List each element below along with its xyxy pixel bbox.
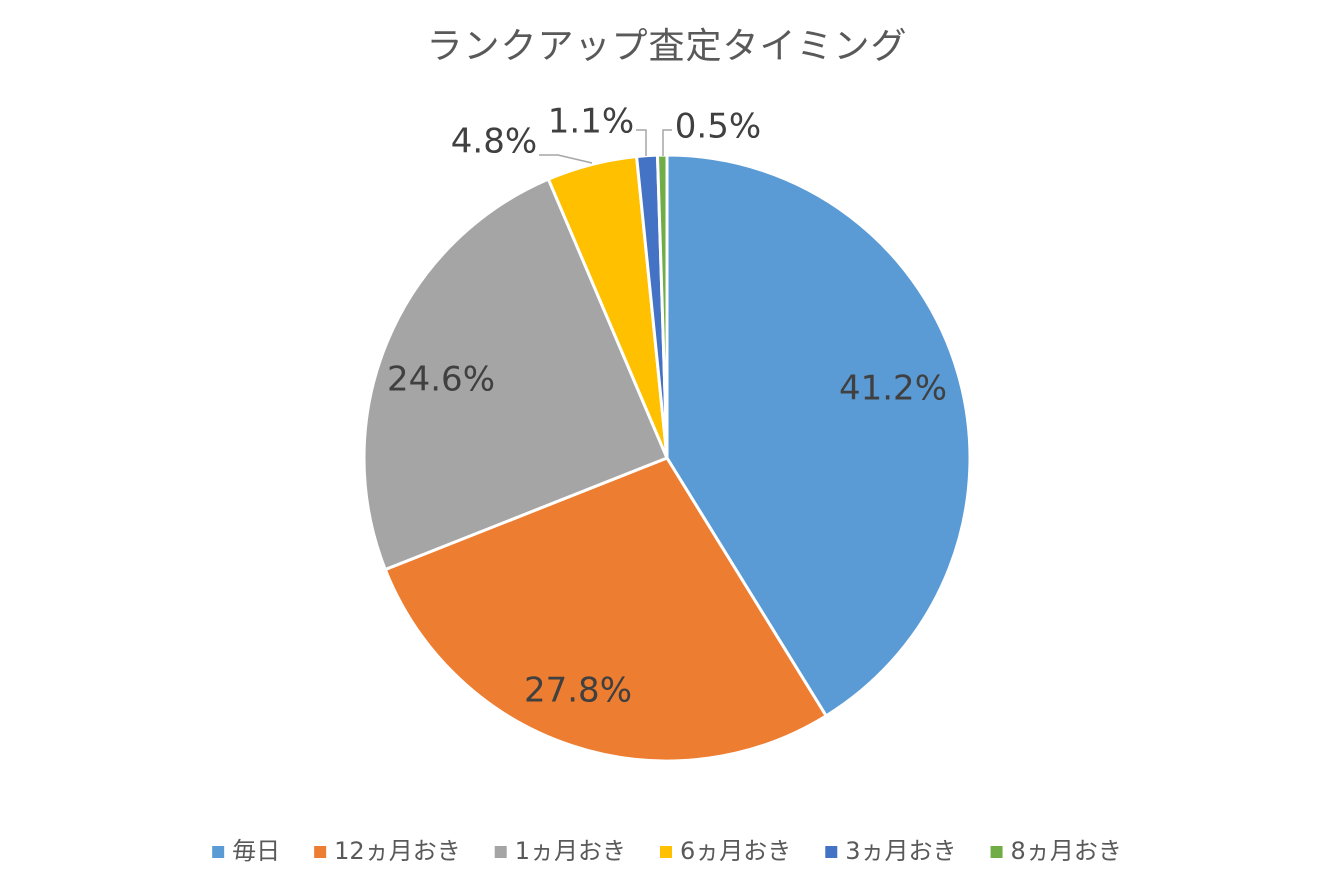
slice-1-data-label: 27.8% [524,671,632,711]
legend-label-2: 1ヵ月おき [515,837,626,865]
legend-swatch-4 [825,846,838,858]
leader-lines-layer [539,129,672,164]
slice-1-wedge [383,456,829,763]
legend-swatch-1 [314,846,327,858]
legend-swatch-2 [494,846,507,858]
slice-2-wedge [362,177,669,572]
legend-label-5: 8ヵ月おき [1011,837,1122,865]
slice-4-leader-line [636,129,647,156]
slice-0-wedge [665,153,972,718]
legend: 毎日 12ヵ月おき 1ヵ月おき 6ヵ月おき 3ヵ月おき 8ヵ月おき [212,837,1122,865]
slice-4-data-label: 1.1% [548,102,634,142]
legend-item-5: 8ヵ月おき [990,837,1122,865]
legend-item-2: 1ヵ月おき [494,837,626,865]
slice-3-data-label: 4.8% [451,122,537,162]
legend-swatch-0 [212,846,225,858]
slice-5-wedge [655,153,669,459]
legend-label-1: 12ヵ月おき [334,837,461,865]
legend-swatch-3 [659,846,672,858]
legend-item-4: 3ヵ月おき [825,837,957,865]
slice-5-data-label: 0.5% [675,107,761,147]
legend-label-0: 毎日 [232,837,280,865]
legend-item-3: 6ヵ月おき [659,837,791,865]
data-labels-layer: 41.2% 27.8% 24.6% 4.8% 1.1% 0.5% [387,102,947,711]
slice-5-leader-line [662,129,672,156]
legend-swatch-5 [990,846,1003,858]
legend-label-4: 3ヵ月おき [845,837,956,865]
slices-layer [362,153,972,763]
slice-0-data-label: 41.2% [839,369,947,409]
slice-3-leader-line [539,154,593,164]
chart-title: ランクアップ査定タイミング [426,26,907,67]
legend-item-1: 12ヵ月おき [314,837,461,865]
legend-label-3: 6ヵ月おき [680,837,791,865]
slice-2-data-label: 24.6% [387,360,495,400]
legend-item-0: 毎日 [212,837,280,865]
